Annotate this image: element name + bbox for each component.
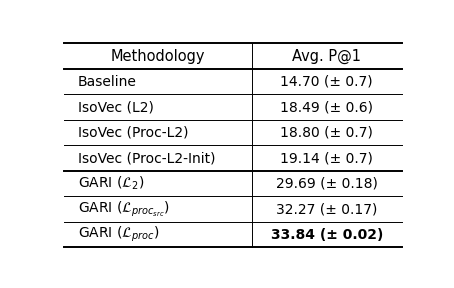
- Text: 14.70 (± 0.7): 14.70 (± 0.7): [281, 75, 373, 89]
- Text: Methodology: Methodology: [111, 49, 205, 64]
- Text: 18.80 (± 0.7): 18.80 (± 0.7): [281, 126, 373, 140]
- Text: IsoVec (Proc-L2): IsoVec (Proc-L2): [78, 126, 188, 140]
- Text: 29.69 (± 0.18): 29.69 (± 0.18): [276, 177, 378, 191]
- Text: Baseline: Baseline: [78, 75, 137, 89]
- Text: 19.14 (± 0.7): 19.14 (± 0.7): [281, 151, 373, 165]
- Text: 33.84 (± 0.02): 33.84 (± 0.02): [271, 228, 383, 242]
- Text: GARI ($\mathcal{L}_2$): GARI ($\mathcal{L}_2$): [78, 175, 144, 192]
- Text: Avg. P@1: Avg. P@1: [292, 49, 361, 64]
- Text: 18.49 (± 0.6): 18.49 (± 0.6): [280, 100, 373, 114]
- Text: 32.27 (± 0.17): 32.27 (± 0.17): [276, 202, 377, 216]
- Text: IsoVec (L2): IsoVec (L2): [78, 100, 154, 114]
- Text: IsoVec (Proc-L2-Init): IsoVec (Proc-L2-Init): [78, 151, 215, 165]
- Text: GARI ($\mathcal{L}_{proc_{src}}$): GARI ($\mathcal{L}_{proc_{src}}$): [78, 200, 170, 219]
- Text: GARI ($\mathcal{L}_{proc}$): GARI ($\mathcal{L}_{proc}$): [78, 225, 159, 244]
